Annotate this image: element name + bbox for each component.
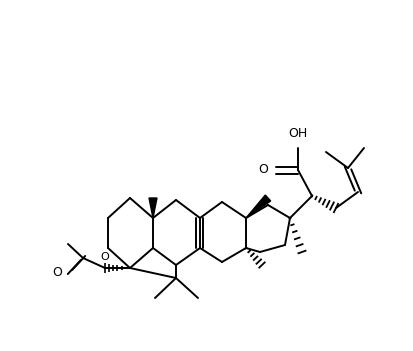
Text: O: O <box>52 265 62 278</box>
Text: OH: OH <box>288 127 307 140</box>
Polygon shape <box>149 198 157 218</box>
Text: O: O <box>100 252 109 262</box>
Text: O: O <box>257 164 267 177</box>
Polygon shape <box>245 195 270 218</box>
